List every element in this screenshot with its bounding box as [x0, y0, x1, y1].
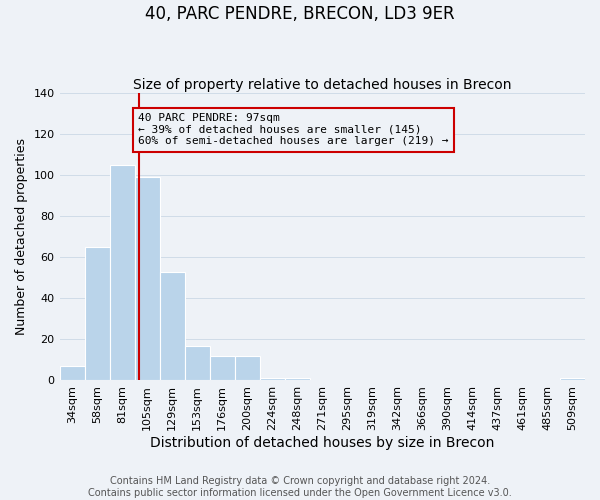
Bar: [285, 378, 310, 380]
Bar: [185, 346, 209, 380]
Bar: [560, 378, 585, 380]
X-axis label: Distribution of detached houses by size in Brecon: Distribution of detached houses by size …: [150, 436, 494, 450]
Bar: [260, 378, 285, 380]
Title: Size of property relative to detached houses in Brecon: Size of property relative to detached ho…: [133, 78, 512, 92]
Bar: [235, 356, 260, 380]
Y-axis label: Number of detached properties: Number of detached properties: [15, 138, 28, 336]
Text: 40 PARC PENDRE: 97sqm
← 39% of detached houses are smaller (145)
60% of semi-det: 40 PARC PENDRE: 97sqm ← 39% of detached …: [139, 114, 449, 146]
Bar: [134, 178, 160, 380]
Text: Contains HM Land Registry data © Crown copyright and database right 2024.
Contai: Contains HM Land Registry data © Crown c…: [88, 476, 512, 498]
Bar: [160, 272, 185, 380]
Bar: [110, 165, 134, 380]
Bar: [59, 366, 85, 380]
Bar: [209, 356, 235, 380]
Text: 40, PARC PENDRE, BRECON, LD3 9ER: 40, PARC PENDRE, BRECON, LD3 9ER: [145, 5, 455, 23]
Bar: [85, 247, 110, 380]
